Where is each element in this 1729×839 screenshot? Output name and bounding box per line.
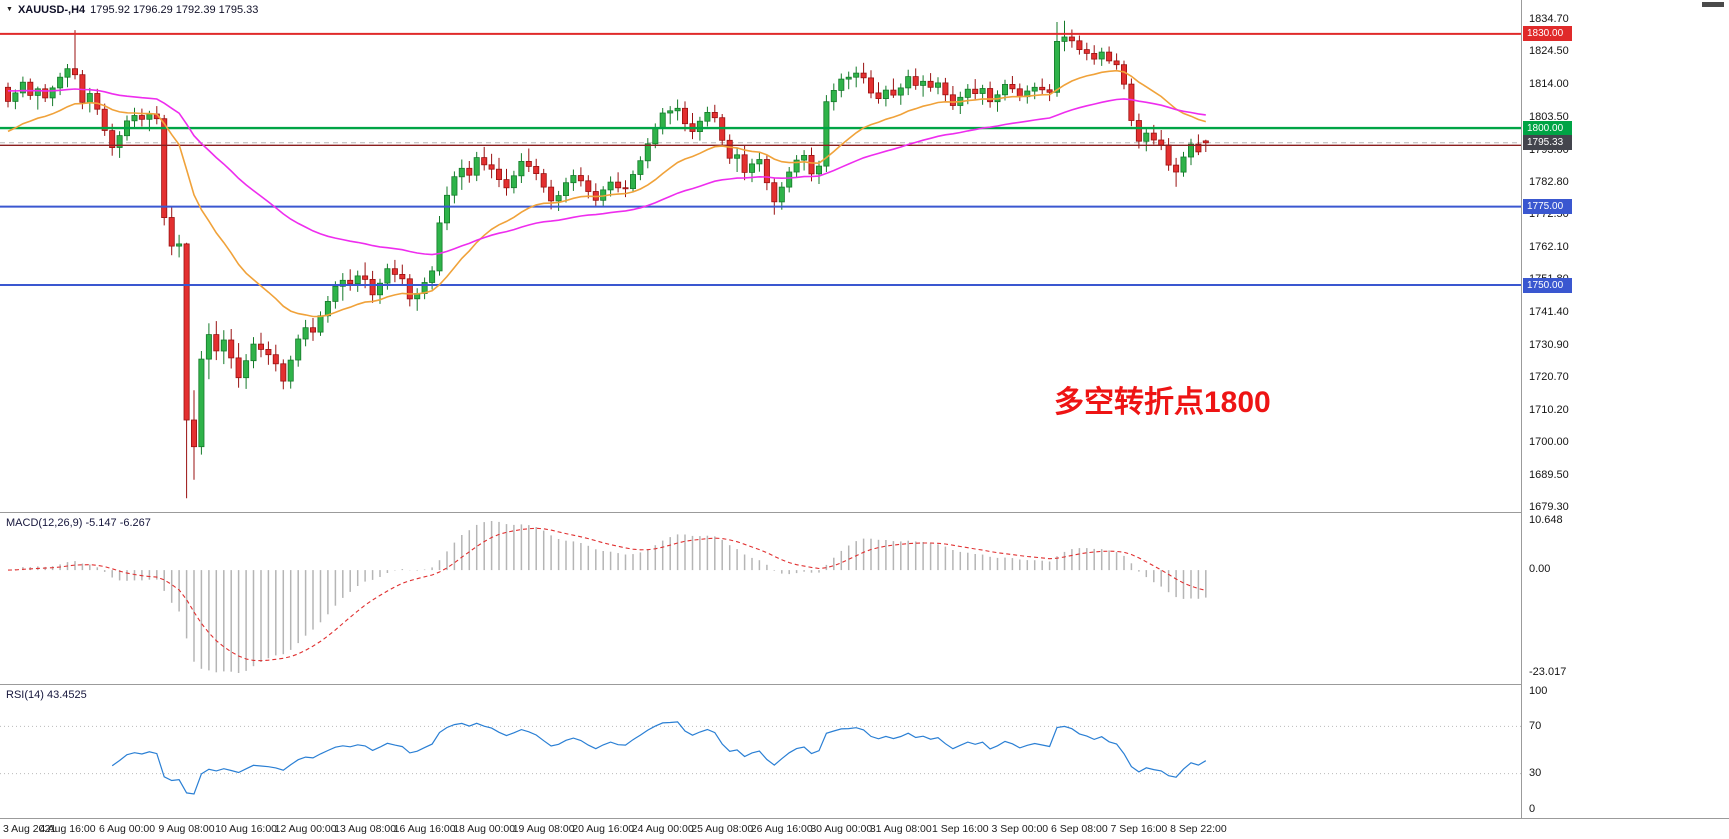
price-tick-label: 1814.00: [1529, 78, 1569, 91]
price-tick-label: 1834.70: [1529, 13, 1569, 26]
time-axis-label: 16 Aug 16:00: [393, 823, 456, 835]
rsi-panel[interactable]: RSI(14) 43.4525: [0, 685, 1521, 818]
rsi-canvas[interactable]: [0, 685, 1521, 817]
rsi-axis-label: 100: [1529, 684, 1548, 697]
price-tick-label: 1720.70: [1529, 371, 1569, 383]
price-tick-label: 1689.50: [1529, 468, 1569, 481]
time-axis-label: 24 Aug 00:00: [631, 823, 694, 835]
symbol-info-bar: ▼ XAUUSD-,H4 1795.92 1796.29 1792.39 179…: [6, 4, 258, 16]
ohlc-values: 1795.92 1796.29 1792.39 1795.33: [90, 4, 259, 16]
rsi-label: RSI(14) 43.4525: [6, 689, 87, 701]
time-axis-label: 13 Aug 08:00: [334, 823, 397, 835]
rsi-axis-label: 30: [1529, 767, 1542, 780]
rsi-axis-label: 70: [1529, 719, 1542, 732]
time-axis-label: 25 Aug 08:00: [691, 823, 754, 835]
time-axis-label: 20 Aug 16:00: [572, 823, 635, 835]
time-axis-label: 18 Aug 00:00: [453, 823, 516, 835]
time-axis-label: 26 Aug 16:00: [750, 823, 813, 835]
price-chart-canvas[interactable]: [0, 0, 1521, 512]
price-tick-label: 1679.30: [1529, 500, 1569, 513]
time-axis-label: 12 Aug 00:00: [274, 823, 337, 835]
price-tick-label: 1710.20: [1529, 403, 1569, 416]
macd-axis-zero: 0.00: [1529, 563, 1551, 576]
chart-menu-icon: ▼: [6, 5, 13, 13]
price-tick-label: 1803.50: [1529, 111, 1569, 124]
macd-histogram: [14, 521, 1207, 673]
price-badge: 1800.00: [1523, 120, 1572, 136]
candles-layer: [5, 20, 1209, 499]
ma-fast-line: [7, 69, 1207, 318]
time-axis-label: 1 Sep 16:00: [931, 823, 989, 835]
time-axis-label: 6 Sep 08:00: [1051, 823, 1108, 835]
time-axis[interactable]: 3 Aug 2021 4 Aug 16:00 6 Aug 00:00 9 Aug 08…: [0, 819, 1521, 839]
rsi-line: [111, 721, 1207, 795]
time-axis-label: 9 Aug 08:00: [158, 823, 215, 835]
price-badge: 1750.00: [1523, 277, 1572, 293]
annotation-text: 多空转折点1800: [1054, 386, 1271, 419]
panel-separator[interactable]: [0, 684, 1729, 685]
time-axis-label: 19 Aug 08:00: [512, 823, 575, 835]
ma-slow-line: [7, 88, 1206, 256]
price-badge: 1775.00: [1523, 199, 1572, 215]
macd-label: MACD(12,26,9) -5.147 -6.267: [6, 517, 151, 529]
price-tick-label: 1741.40: [1529, 306, 1569, 319]
rsi-axis-label: 0: [1529, 802, 1536, 815]
time-axis-label: 7 Sep 16:00: [1110, 823, 1168, 835]
time-axis-label: 8 Sep 22:00: [1170, 823, 1227, 835]
price-tick-label: 1730.90: [1529, 338, 1569, 351]
price-badge: 1830.00: [1523, 26, 1572, 42]
price-tick-label: 1824.50: [1529, 45, 1569, 58]
time-axis-label: 30 Aug 00:00: [810, 823, 873, 835]
price-tick-label: 1762.10: [1529, 241, 1569, 254]
time-axis-label: 6 Aug 00:00: [99, 823, 156, 835]
macd-canvas[interactable]: [0, 513, 1521, 683]
price-axis-separator: [1521, 0, 1522, 819]
macd-panel[interactable]: MACD(12,26,9) -5.147 -6.267: [0, 513, 1521, 684]
chart-shift-marker[interactable]: [1702, 2, 1724, 7]
time-axis-label: 4 Aug 16:00: [39, 823, 96, 835]
symbol-label: XAUUSD-,H4: [17, 4, 86, 16]
horizontal-lines-layer[interactable]: [0, 32, 1521, 286]
macd-signal-line: [7, 527, 1206, 662]
main-chart-panel[interactable]: ▼ XAUUSD-,H4 1795.92 1796.29 1792.39 179…: [0, 0, 1521, 512]
price-tick-label: 1782.80: [1529, 176, 1569, 189]
time-axis-label: 3 Aug 2021: [3, 823, 57, 835]
panel-separator: [0, 818, 1729, 819]
time-axis-label: 31 Aug 08:00: [869, 823, 932, 835]
price-axis[interactable]: 1834.701824.501814.001803.501793.001782.…: [1522, 0, 1729, 818]
macd-axis-min: -23.017: [1529, 666, 1567, 678]
time-axis-label: 10 Aug 16:00: [215, 823, 278, 835]
panel-separator[interactable]: [0, 512, 1729, 513]
price-badge: 1795.33: [1523, 135, 1572, 151]
time-axis-label: 3 Sep 00:00: [991, 823, 1049, 835]
price-tick-label: 1700.00: [1529, 435, 1569, 448]
macd-axis-max: 10.648: [1529, 514, 1563, 526]
